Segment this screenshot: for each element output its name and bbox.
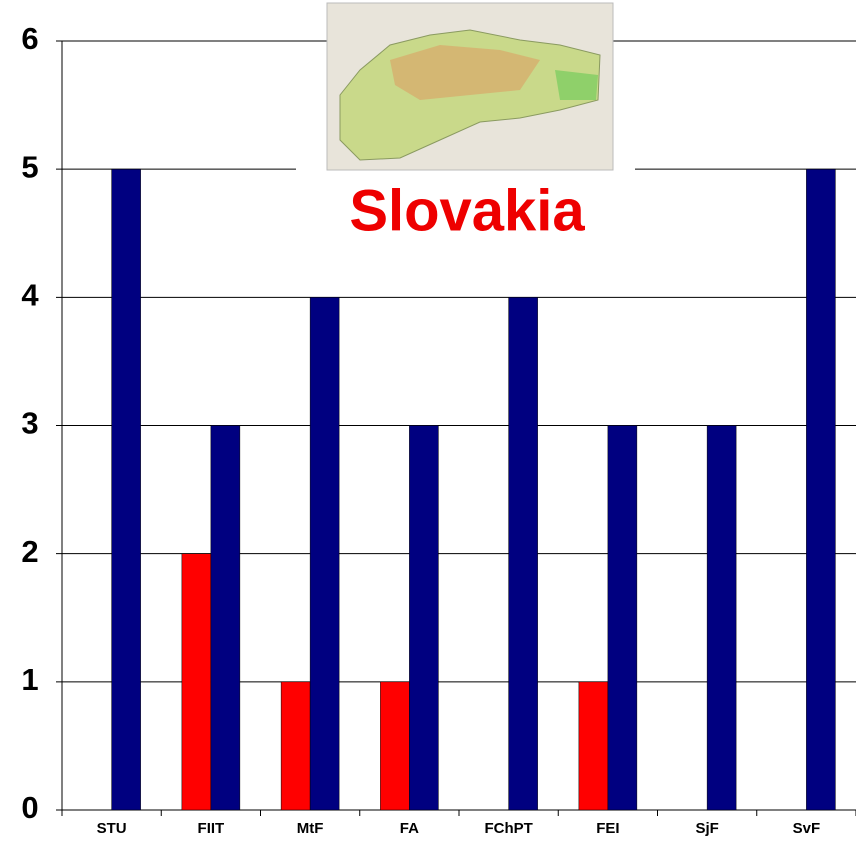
bar [182,554,211,810]
y-tick-label: 4 [21,278,39,313]
bar [806,169,835,810]
bar [509,297,538,810]
x-tick-label: FEI [596,820,619,837]
map-lowland [555,70,598,100]
bar [112,169,141,810]
x-tick-label: SvF [793,820,821,837]
y-tick-label: 2 [21,534,38,569]
bar [380,682,409,810]
x-tick-label: FA [400,820,419,837]
x-tick-label: STU [97,820,127,837]
chart: 0 1 2 3 4 5 6 STU FIIT MtF FA FChPT FEI SjF SvF Slovak… [0,0,856,850]
bar [281,682,310,810]
x-tick-label: MtF [297,820,324,837]
bar [707,426,736,811]
map-inset [327,3,613,170]
y-tick-label: 5 [21,149,38,184]
y-tick-label: 3 [21,406,38,441]
bar [211,426,240,811]
x-tick-label: FIIT [198,820,225,837]
y-tick-label: 0 [21,790,38,825]
chart-title: Slovakia [349,178,585,243]
y-tick-label: 6 [21,21,38,56]
bar [310,297,339,810]
x-tick-label: SjF [695,820,718,837]
bar [608,426,637,811]
y-tick-label: 1 [21,662,38,697]
bar [409,426,438,811]
bar [579,682,608,810]
x-tick-label: FChPT [484,820,532,837]
